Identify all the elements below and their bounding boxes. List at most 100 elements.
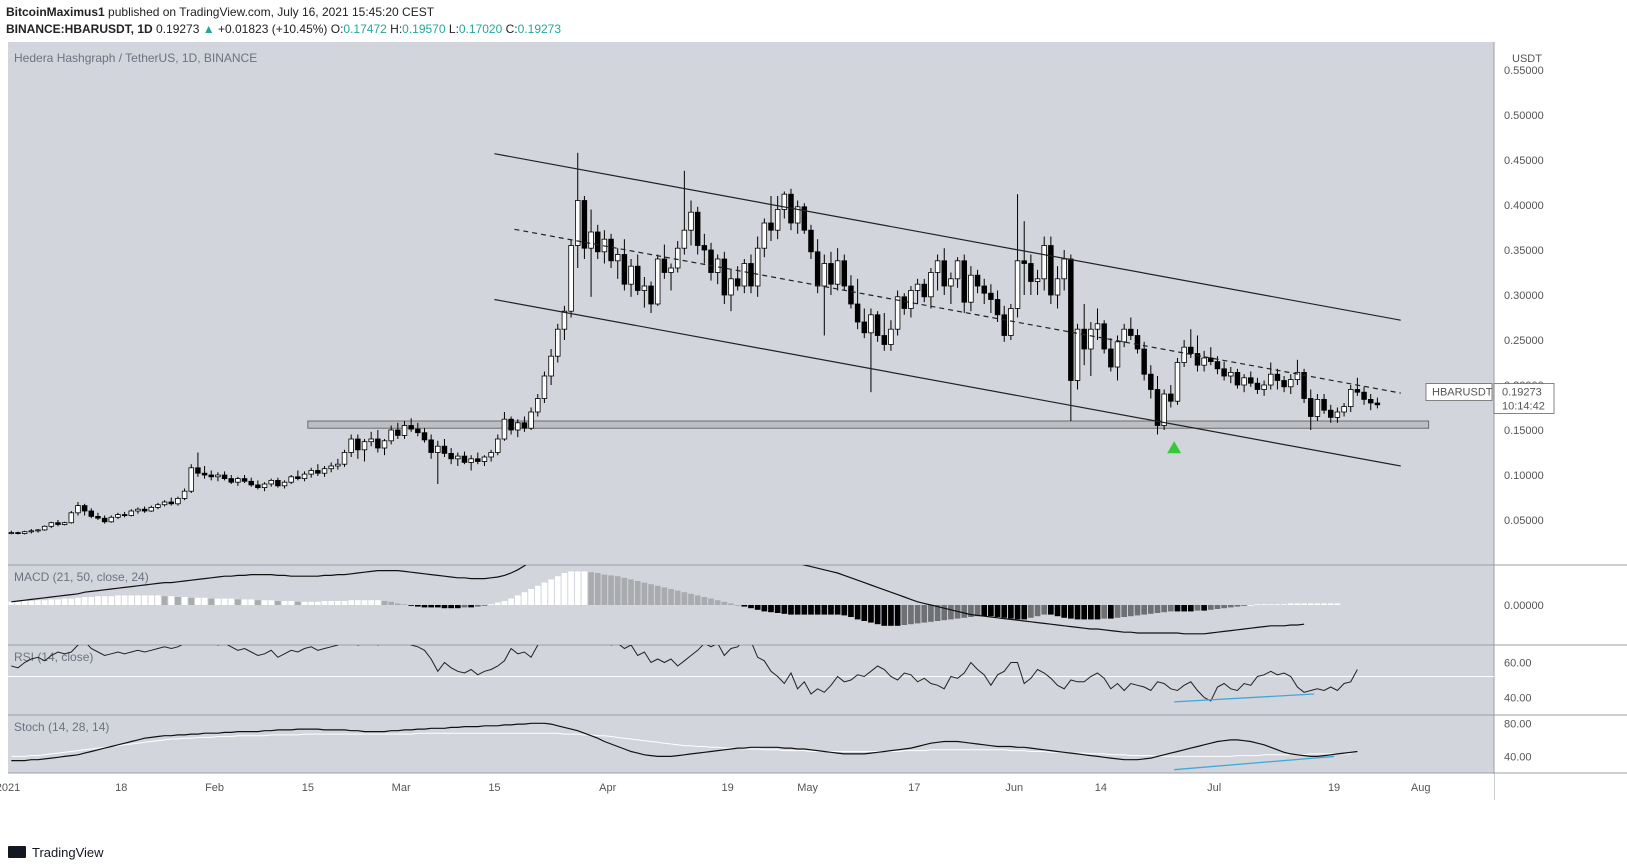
candle xyxy=(475,452,481,465)
bullish-marker-icon xyxy=(1167,441,1182,454)
close-label: C: xyxy=(505,22,518,36)
candle-body xyxy=(1048,245,1054,296)
candle xyxy=(1021,221,1027,295)
macd-bar xyxy=(694,595,701,605)
candle-body xyxy=(1021,260,1027,264)
macd-bar xyxy=(75,597,81,605)
candle-body xyxy=(535,398,541,413)
candle xyxy=(508,416,514,435)
macd-bar xyxy=(1121,605,1127,617)
candle xyxy=(654,254,661,306)
candle-body xyxy=(781,193,788,210)
candle-body xyxy=(968,274,974,303)
candle xyxy=(201,466,208,479)
candle-body xyxy=(1294,371,1301,380)
candle xyxy=(834,248,841,291)
candle-body xyxy=(1114,341,1121,368)
candle-body xyxy=(648,285,654,305)
macd-bar xyxy=(428,605,434,608)
candle xyxy=(701,233,708,264)
candle xyxy=(55,520,61,527)
price-tag-countdown: 10:14:42 xyxy=(1502,401,1545,413)
candle-body xyxy=(1068,258,1074,381)
candle-body xyxy=(468,458,474,463)
candle-body xyxy=(934,260,941,273)
chart-canvas[interactable]: Hedera Hashgraph / TetherUS, 1D, BINANCE… xyxy=(0,42,1627,840)
macd-bar xyxy=(175,597,181,605)
candle-body xyxy=(401,425,408,436)
price-tick-label: 0.40000 xyxy=(1504,200,1544,212)
candle-body xyxy=(561,310,568,330)
candle-body xyxy=(195,467,201,474)
candle-body xyxy=(921,283,927,298)
macd-bar xyxy=(794,605,801,615)
candle xyxy=(1108,338,1114,372)
candle xyxy=(288,475,294,484)
macd-bar xyxy=(1181,605,1187,612)
macd-bar xyxy=(1281,604,1287,605)
open-value: 0.17472 xyxy=(343,22,387,36)
macd-bar xyxy=(1147,605,1154,614)
candle-body xyxy=(994,299,1001,316)
candle-body xyxy=(181,490,188,499)
macd-bar xyxy=(55,599,61,605)
time-tick-label: 18 xyxy=(115,782,127,794)
candle xyxy=(461,451,468,465)
candle-body xyxy=(861,321,868,334)
candle-body xyxy=(228,478,234,483)
price-tick-label: 0.55000 xyxy=(1504,65,1544,77)
macd-bar xyxy=(315,601,321,605)
macd-bar xyxy=(854,605,861,620)
price-tick-label: 0.25000 xyxy=(1504,335,1544,347)
macd-bar xyxy=(594,573,601,605)
candle xyxy=(115,512,121,520)
candle xyxy=(261,482,268,492)
stoch-tick-label: 80.00 xyxy=(1504,718,1532,730)
candle-body xyxy=(288,476,294,483)
candle xyxy=(1194,335,1201,372)
candle-body xyxy=(61,522,68,525)
macd-bar xyxy=(1234,605,1241,607)
candle-body xyxy=(1054,278,1061,296)
macd-bar xyxy=(41,600,48,605)
macd-bar xyxy=(1241,605,1247,606)
candle xyxy=(1201,350,1207,372)
candle xyxy=(1028,254,1034,295)
candle xyxy=(621,239,628,291)
candle-body xyxy=(1001,314,1007,336)
tradingview-logo[interactable]: TradingView xyxy=(8,845,104,860)
candle xyxy=(901,293,907,315)
candle xyxy=(908,286,914,318)
candle xyxy=(681,170,688,255)
author-name[interactable]: BitcoinMaximus1 xyxy=(6,5,105,19)
candle-body xyxy=(481,456,488,462)
macd-bar xyxy=(948,605,954,620)
price-pane-bg xyxy=(8,42,1494,565)
rsi-divergence-line xyxy=(1174,693,1315,703)
candle xyxy=(501,412,508,441)
candle-body xyxy=(1241,377,1247,386)
candle xyxy=(108,515,115,523)
candle-body xyxy=(35,529,41,532)
candle-body xyxy=(1081,328,1087,350)
macd-bar xyxy=(1261,604,1267,605)
candle xyxy=(1174,358,1181,405)
candle-body xyxy=(415,428,421,434)
candle-body xyxy=(55,522,61,525)
candle xyxy=(175,496,181,506)
candle xyxy=(981,278,987,304)
candle xyxy=(581,196,588,259)
candle xyxy=(948,272,954,304)
candle-body xyxy=(168,501,174,505)
candle xyxy=(648,281,654,313)
candle-body xyxy=(215,474,221,478)
macd-bar xyxy=(761,605,768,612)
macd-bar xyxy=(781,605,788,614)
candle-body xyxy=(1201,357,1207,366)
macd-bar xyxy=(661,587,668,605)
candle xyxy=(301,471,308,482)
macd-bar xyxy=(61,598,68,605)
candle-body xyxy=(1208,357,1214,362)
macd-bar xyxy=(741,605,748,607)
candle xyxy=(1094,308,1101,340)
